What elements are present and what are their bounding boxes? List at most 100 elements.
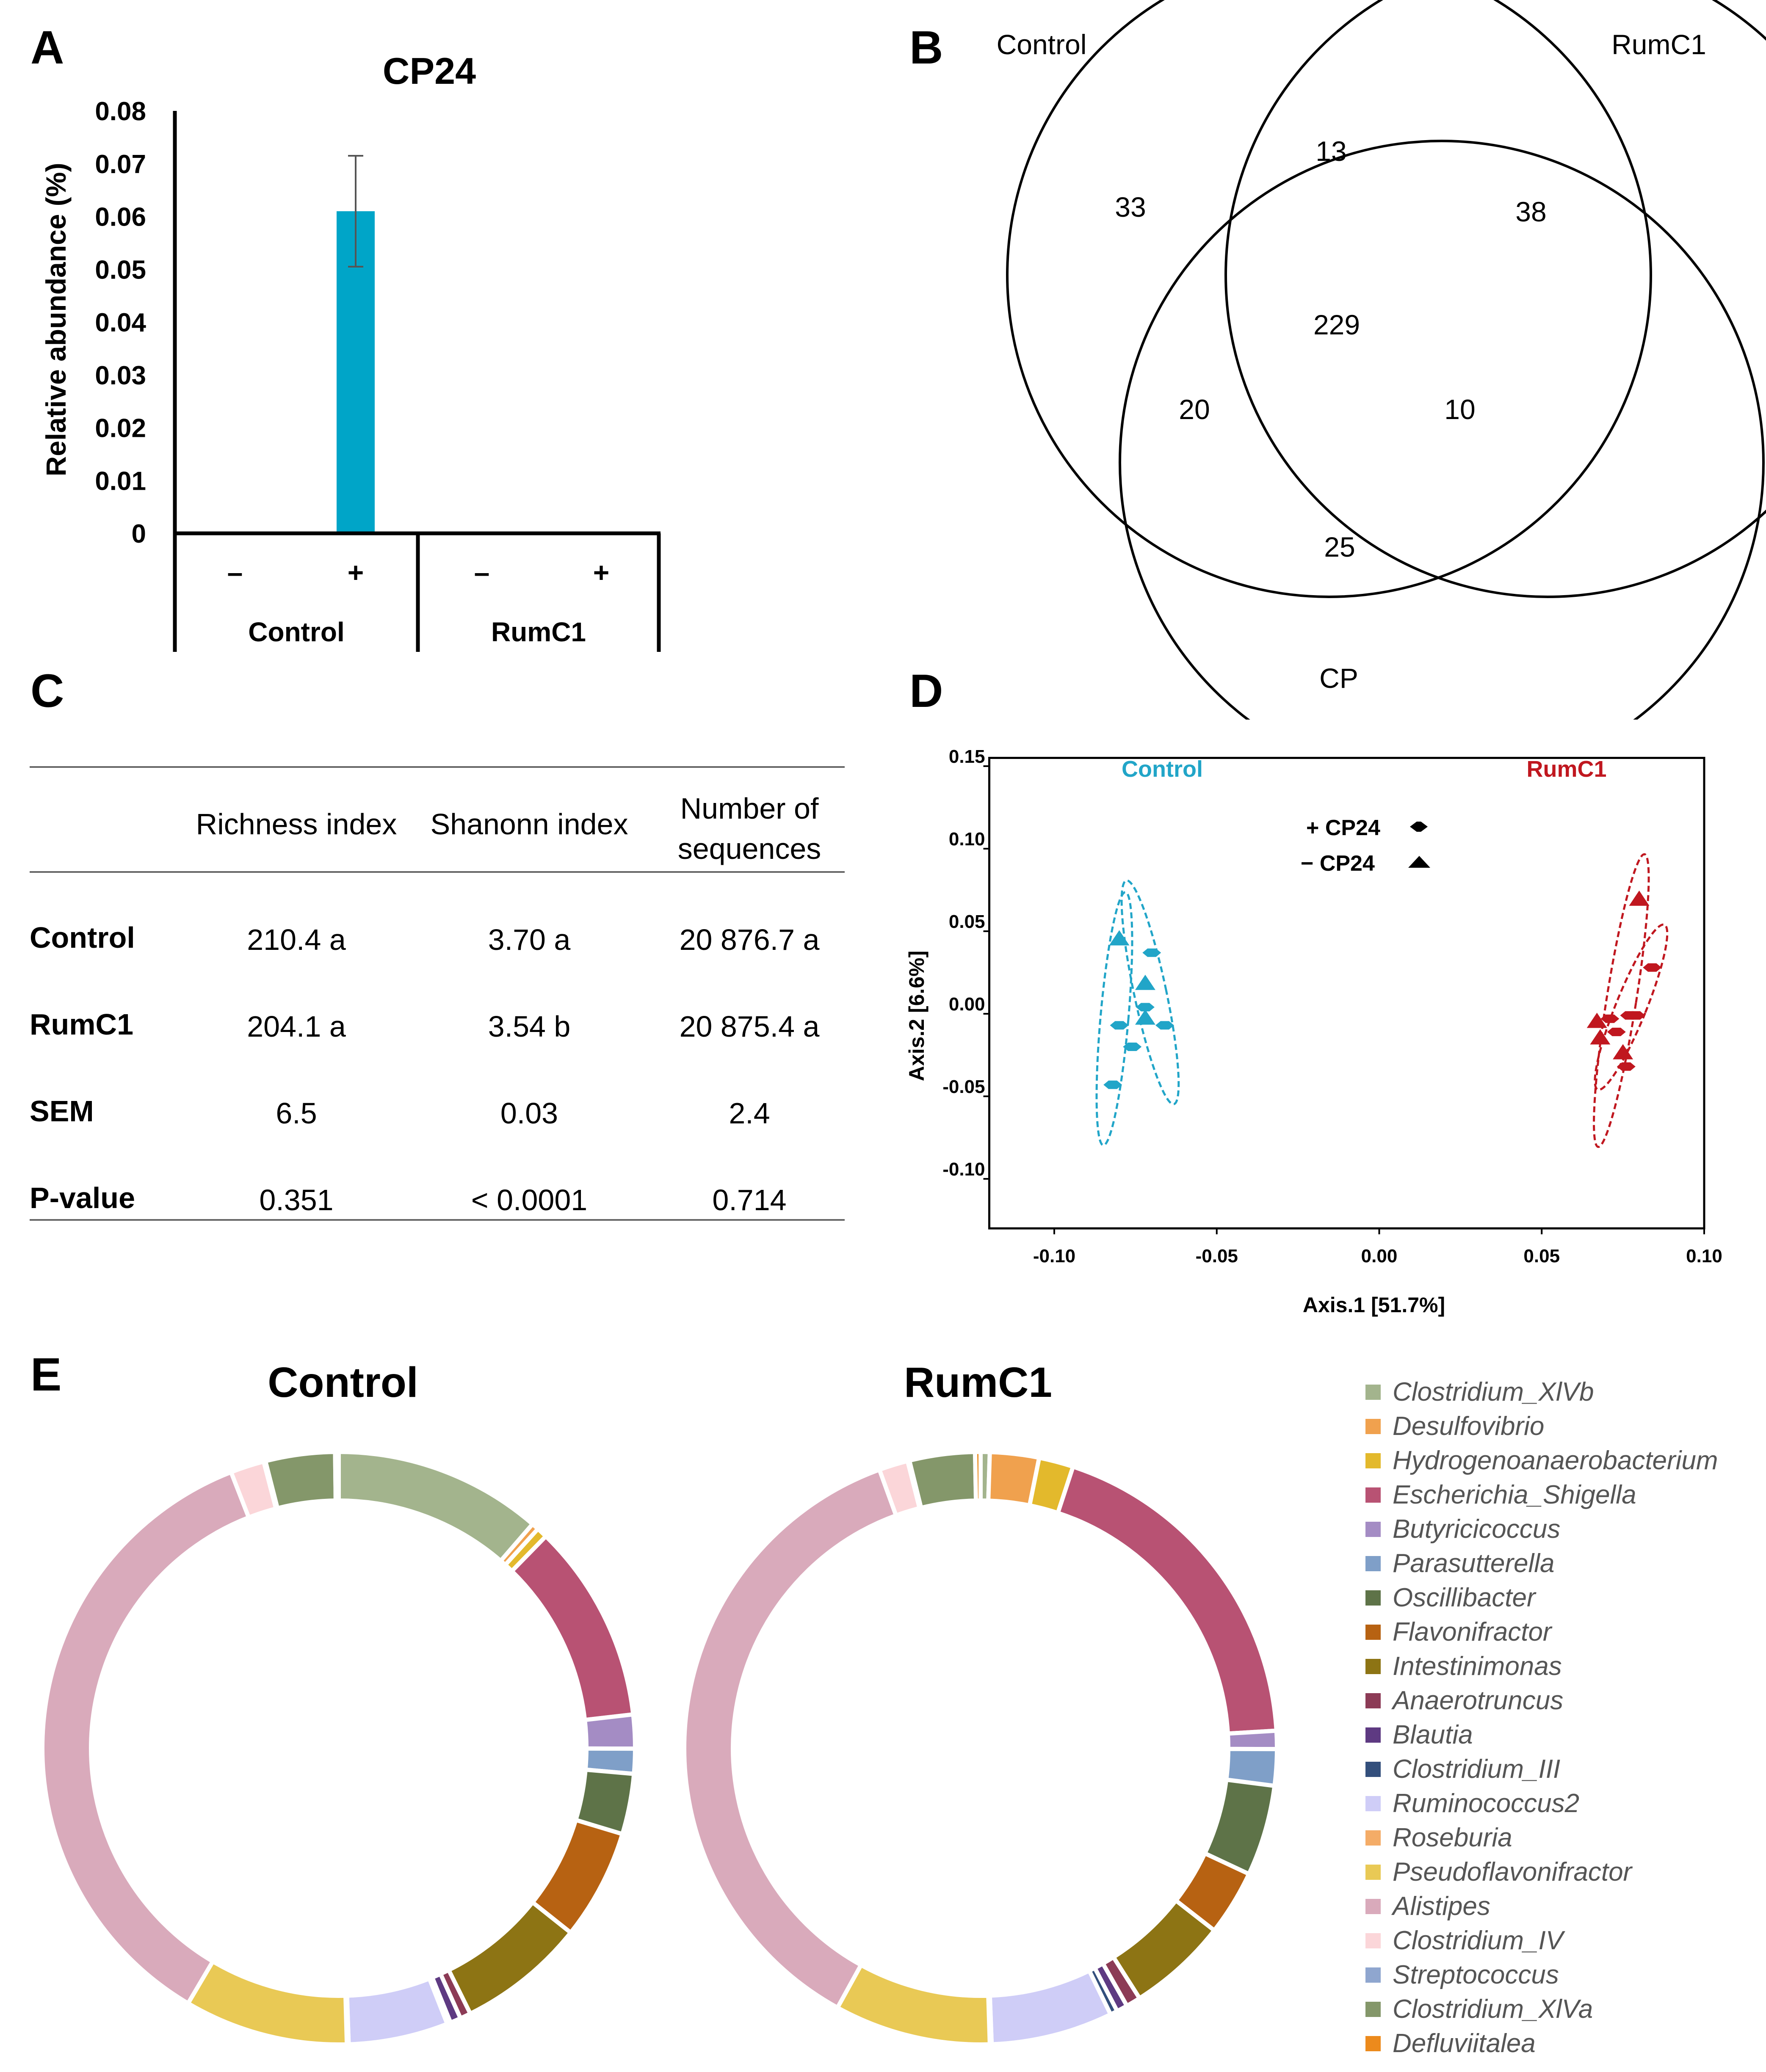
donut-segment: [583, 1712, 638, 1751]
y-tick-label: 0.02: [95, 414, 146, 443]
legend-item: Clostridium_IV: [1365, 1923, 1718, 1958]
table-bottom-rule: [30, 1219, 845, 1221]
panel-label-d: D: [909, 665, 943, 717]
legend-item: Defluviitalea: [1365, 2026, 1718, 2061]
venn-set-label-rumc1: RumC1: [1611, 29, 1706, 60]
donut-segment: [907, 1450, 978, 1510]
cell-pvalue-shannon: < 0.0001: [471, 1184, 588, 1217]
x-tick-label: -0.05: [1196, 1246, 1238, 1266]
donut-segment: [682, 1468, 898, 2010]
donut-segment: [337, 1450, 535, 1563]
donut-segment: [973, 1450, 983, 1503]
x-subcategory-label: +: [593, 557, 610, 588]
group-label-control: Control: [248, 617, 345, 647]
table-header-rule: [30, 871, 845, 873]
legend-minus-cp24: − CP24: [1301, 851, 1375, 876]
donut-segment: [1225, 1728, 1280, 1752]
y-tick-label: 0.07: [95, 150, 146, 179]
legend-label: Clostridium_III: [1393, 1755, 1561, 1784]
legend-swatch: [1365, 1453, 1381, 1468]
data-point-minus-cp24: [1629, 890, 1650, 906]
row-label-pvalue: P-value: [30, 1181, 135, 1214]
x-axis-label: Axis.1 [51.7%]: [1303, 1293, 1445, 1317]
row-label-control: Control: [30, 921, 135, 954]
confidence-ellipse: [1120, 879, 1180, 1106]
legend-swatch: [1365, 1487, 1381, 1503]
legend-label: Blautia: [1393, 1720, 1473, 1749]
panel-label-b: B: [909, 22, 943, 74]
data-point-minus-cp24: [1613, 1044, 1633, 1059]
legend-item: Blautia: [1365, 1718, 1718, 1752]
legend-label: Anaerotruncus: [1393, 1686, 1564, 1715]
y-tick-label: -0.10: [942, 1159, 985, 1180]
legend-swatch: [1365, 1830, 1381, 1846]
legend-swatch: [1365, 1761, 1381, 1777]
x-subcategory-label: –: [474, 557, 490, 588]
group-label-rumc1: RumC1: [1526, 756, 1606, 782]
legend-item: Flavonifractor: [1365, 1615, 1718, 1649]
cell-rumc1-sequences: 20 875.4 a: [679, 1010, 820, 1043]
legend-item: Hydrogenoanaerobacterium: [1365, 1443, 1718, 1478]
legend-swatch: [1365, 2001, 1381, 2017]
cell-pvalue-richness: 0.351: [259, 1184, 334, 1217]
legend-diamond-marker: [1410, 822, 1428, 832]
plot-frame: [988, 757, 1705, 1230]
legend-swatch: [1365, 1384, 1381, 1400]
data-point-plus-cp24: [1103, 1080, 1122, 1089]
legend-label: Clostridium_XlVb: [1393, 1377, 1594, 1407]
venn-count-rumc1-cp: 10: [1444, 394, 1475, 425]
y-axis-label: Axis.2 [6.6%]: [905, 951, 929, 1081]
legend-label: Butyricicoccus: [1393, 1515, 1561, 1544]
legend-item: Streptococcus: [1365, 1958, 1718, 1992]
chart-title: CP24: [383, 50, 476, 92]
legend-label: Oscillibacter: [1393, 1583, 1536, 1612]
x-tick-label: -0.10: [1033, 1246, 1075, 1266]
legend-swatch: [1365, 1864, 1381, 1880]
row-label-sem: SEM: [30, 1095, 94, 1128]
data-point-plus-cp24: [1142, 948, 1161, 957]
y-tick-label: 0.10: [949, 829, 985, 850]
x-tick-label: 0.05: [1523, 1246, 1560, 1266]
col-header-sequences-line1: Number of: [680, 792, 819, 825]
data-point-minus-cp24: [1135, 974, 1155, 990]
legend-swatch: [1365, 1556, 1381, 1571]
data-point-minus-cp24: [1135, 1009, 1155, 1025]
y-tick-label: 0.05: [949, 911, 985, 932]
legend-item: Alistipes: [1365, 1889, 1718, 1923]
legend-label: Parasutterella: [1393, 1549, 1555, 1578]
cell-control-shannon: 3.70 a: [488, 923, 571, 956]
row-label-rumc1: RumC1: [30, 1008, 134, 1041]
legend-label: Escherichia_Shigella: [1393, 1480, 1636, 1509]
venn-count-all: 229: [1313, 309, 1360, 340]
legend-label: Flavonifractor: [1393, 1617, 1552, 1647]
donut-segment: [40, 1470, 251, 2006]
legend-swatch: [1365, 1796, 1381, 1811]
panel-label-e: E: [30, 1349, 61, 1401]
cell-sem-shannon: 0.03: [500, 1097, 558, 1130]
legend-item: Butyricicoccus: [1365, 1512, 1718, 1546]
legend-item: Clostridium_XlVa: [1365, 1992, 1718, 2026]
data-point-plus-cp24: [1136, 1003, 1155, 1012]
venn-circle-rumc1: [1224, 0, 1766, 598]
y-tick-label: 0.00: [949, 994, 985, 1015]
legend-swatch: [1365, 1898, 1381, 1914]
donut-segment: [835, 1963, 992, 2047]
data-point-minus-cp24: [1586, 1013, 1607, 1028]
y-axis-label: Relative abundance (%): [40, 163, 72, 477]
data-point-plus-cp24: [1110, 1021, 1129, 1030]
legend-item: Roseburia: [1365, 1821, 1718, 1855]
data-point-plus-cp24: [1607, 1027, 1626, 1036]
legend-label: Pseudoflavonifractor: [1393, 1857, 1632, 1887]
cell-rumc1-shannon: 3.54 b: [488, 1010, 571, 1043]
legend-item: Pseudoflavonifractor: [1365, 1855, 1718, 1889]
donut-segment: [446, 1900, 573, 2016]
col-header-richness: Richness index: [196, 808, 397, 841]
panel-label-c: C: [30, 665, 64, 717]
col-header-sequences-line2: sequences: [677, 832, 821, 865]
legend-swatch: [1365, 1693, 1381, 1708]
legend-triangle-marker: [1408, 856, 1430, 868]
legend-item: Ruminococcus2: [1365, 1786, 1718, 1821]
panel-label-a: A: [30, 22, 64, 74]
legend-item: Intestinimonas: [1365, 1649, 1718, 1683]
venn-count-control-cp: 20: [1179, 394, 1210, 425]
